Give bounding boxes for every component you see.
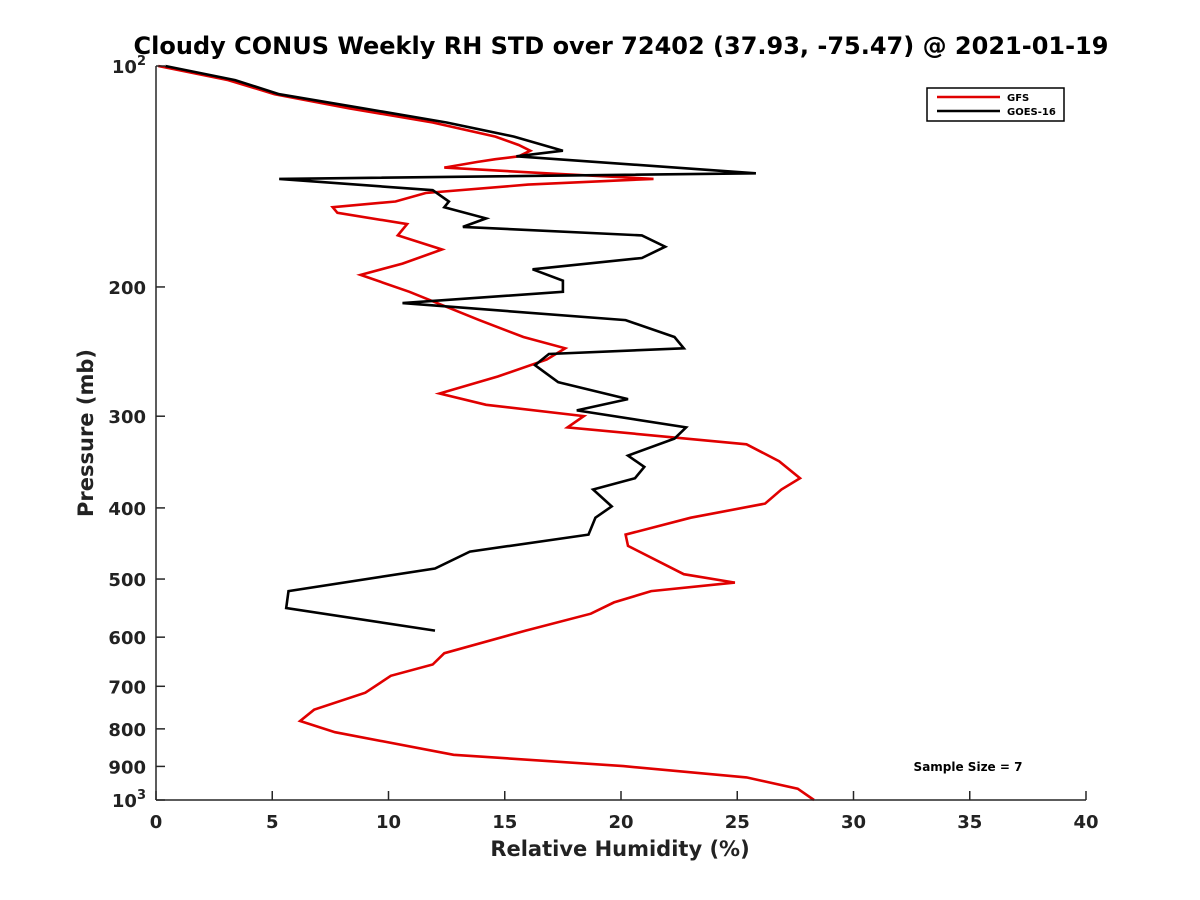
x-axis-label: Relative Humidity (%) <box>490 837 749 861</box>
y-tick-label: 800 <box>108 720 146 741</box>
x-tick-label: 40 <box>1073 812 1098 833</box>
y-axis-label: Pressure (mb) <box>74 349 98 517</box>
x-tick-label: 35 <box>957 812 982 833</box>
series-line-goes-16 <box>165 64 756 632</box>
legend-label: GFS <box>1007 93 1029 104</box>
x-tick-label: 10 <box>376 812 401 833</box>
legend: GFS GOES-16 <box>926 87 1065 122</box>
x-tick-label: 15 <box>492 812 517 833</box>
y-tick-label: 700 <box>108 677 146 698</box>
sample-size-annotation: Sample Size = 7 <box>914 760 1023 774</box>
series-layer <box>158 64 815 802</box>
x-ticks: 0 5 10 15 20 25 30 35 40 <box>150 791 1099 833</box>
y-tick-label: 300 <box>108 407 146 428</box>
y-tick-label: 900 <box>108 757 146 778</box>
y-tick-label: 102 <box>112 54 146 78</box>
chart-title: Cloudy CONUS Weekly RH STD over 72402 (3… <box>134 32 1109 60</box>
y-ticks: 102 200 300 400 500 600 700 800 900 103 <box>108 54 165 812</box>
x-tick-label: 20 <box>608 812 633 833</box>
x-tick-label: 0 <box>150 812 163 833</box>
x-tick-label: 5 <box>266 812 279 833</box>
x-tick-label: 25 <box>725 812 750 833</box>
y-tick-label: 500 <box>108 570 146 591</box>
legend-box <box>926 87 1065 122</box>
y-tick-label: 400 <box>108 499 146 520</box>
x-tick-label: 30 <box>841 812 866 833</box>
y-tick-label: 200 <box>108 278 146 299</box>
y-tick-label: 600 <box>108 628 146 649</box>
series-line-gfs <box>158 64 815 802</box>
legend-label: GOES-16 <box>1007 107 1056 118</box>
y-tick-label: 103 <box>112 788 146 812</box>
